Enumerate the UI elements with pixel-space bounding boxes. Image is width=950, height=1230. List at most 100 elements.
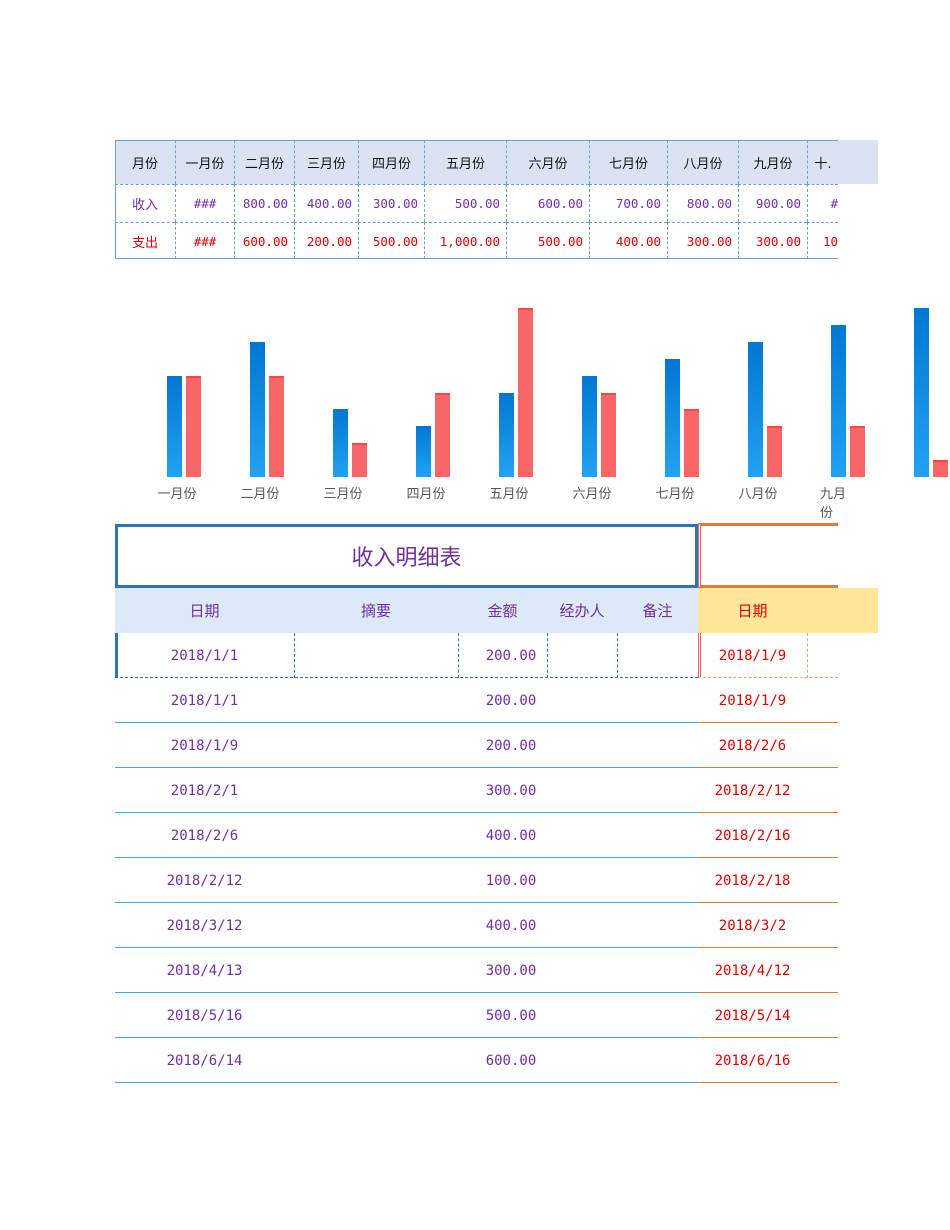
cell-divider: [807, 633, 808, 678]
expense-cell[interactable]: 1,000.00: [424, 222, 506, 259]
amount-cell[interactable]: 100.00: [485, 872, 537, 889]
expense-cell[interactable]: 10: [807, 222, 838, 259]
header-cell[interactable]: 十.: [807, 140, 838, 184]
income-bar: [665, 358, 680, 477]
row-divider: [115, 1037, 698, 1038]
income-bar: [831, 324, 846, 477]
row-divider: [698, 857, 838, 858]
income-cell[interactable]: #: [807, 184, 838, 222]
income-bar: [499, 392, 514, 477]
x-tick-label: 二月份: [240, 487, 280, 502]
header-cell[interactable]: 二月份: [234, 140, 294, 184]
x-tick-label: 四月份: [406, 487, 446, 502]
right-date-cell[interactable]: 2018/1/9: [718, 647, 787, 664]
date-cell[interactable]: 2018/5/16: [166, 1007, 243, 1024]
x-tick-label: 五月份: [489, 487, 529, 502]
date-cell[interactable]: 2018/2/1: [170, 782, 239, 799]
x-tick-label: 九月份: [820, 487, 847, 521]
expense-cell[interactable]: 300.00: [667, 222, 738, 259]
selected-row-border: [115, 633, 698, 678]
amount-cell[interactable]: 400.00: [485, 827, 537, 844]
right-date-cell[interactable]: 2018/4/12: [714, 962, 791, 979]
header-cell[interactable]: 一月份: [175, 140, 234, 184]
column-header[interactable]: 日期: [189, 602, 220, 620]
header-cell[interactable]: 六月份: [506, 140, 589, 184]
row-divider: [115, 722, 698, 723]
date-cell[interactable]: 2018/6/14: [166, 1052, 243, 1069]
right-date-cell[interactable]: 2018/2/12: [714, 782, 791, 799]
column-header[interactable]: 备注: [642, 602, 673, 620]
amount-cell[interactable]: 600.00: [485, 1052, 537, 1069]
income-bar: [250, 341, 265, 477]
column-header[interactable]: 金额: [487, 602, 518, 620]
expense-cell[interactable]: 500.00: [358, 222, 424, 259]
header-cell[interactable]: 月份: [131, 156, 158, 172]
income-cell[interactable]: 800.00: [234, 184, 294, 222]
expense-bar: [518, 308, 533, 477]
date-cell[interactable]: 2018/2/6: [170, 827, 239, 844]
right-date-cell[interactable]: 2018/2/16: [714, 827, 791, 844]
income-cell[interactable]: ###: [175, 184, 234, 222]
header-bg: [115, 588, 698, 633]
expense-cell[interactable]: 400.00: [589, 222, 667, 259]
income-cell[interactable]: 600.00: [506, 184, 589, 222]
title-box: [115, 524, 698, 588]
amount-cell[interactable]: 200.00: [485, 692, 537, 709]
x-tick-label: 六月份: [572, 487, 612, 502]
right-date-cell[interactable]: 2018/1/9: [718, 692, 787, 709]
right-date-cell[interactable]: 2018/5/14: [714, 1007, 791, 1024]
date-cell[interactable]: 2018/2/12: [166, 872, 243, 889]
amount-cell[interactable]: 500.00: [485, 1007, 537, 1024]
expense-cell[interactable]: 300.00: [738, 222, 807, 259]
date-cell[interactable]: 2018/1/1: [170, 692, 239, 709]
header-cell[interactable]: 四月份: [358, 140, 424, 184]
amount-cell[interactable]: 200.00: [485, 737, 537, 754]
expense-cell[interactable]: 200.00: [294, 222, 358, 259]
header-cell[interactable]: 三月份: [294, 140, 358, 184]
income-cell[interactable]: 收入: [115, 184, 175, 222]
income-cell[interactable]: 800.00: [667, 184, 738, 222]
x-tick-label: 三月份: [323, 487, 363, 502]
row-divider: [698, 722, 838, 723]
date-cell[interactable]: 2018/1/9: [170, 737, 239, 754]
income-cell[interactable]: 400.00: [294, 184, 358, 222]
cell-divider: [294, 633, 295, 678]
row-divider: [698, 767, 838, 768]
header-cell[interactable]: 九月份: [738, 140, 807, 184]
table-border: [115, 140, 838, 259]
amount-cell[interactable]: 300.00: [485, 782, 537, 799]
row-divider: [115, 1082, 698, 1083]
column-header[interactable]: 摘要: [360, 602, 391, 620]
date-cell[interactable]: 2018/4/13: [166, 962, 243, 979]
header-cell[interactable]: 八月份: [667, 140, 738, 184]
income-cell[interactable]: 300.00: [358, 184, 424, 222]
income-cell[interactable]: 900.00: [738, 184, 807, 222]
income-bar: [416, 426, 431, 477]
column-header[interactable]: 经办人: [559, 602, 605, 620]
amount-cell[interactable]: 200.00: [485, 647, 537, 664]
right-date-cell[interactable]: 2018/2/18: [714, 872, 791, 889]
right-date-cell[interactable]: 2018/2/6: [718, 737, 787, 754]
header-cell[interactable]: 五月份: [424, 140, 506, 184]
income-cell[interactable]: 700.00: [589, 184, 667, 222]
right-column-header[interactable]: 日期: [737, 602, 768, 620]
expense-cell[interactable]: 支出: [115, 222, 175, 259]
right-date-cell[interactable]: 2018/3/2: [718, 917, 787, 934]
income-bar: [914, 308, 929, 477]
date-cell[interactable]: 2018/3/12: [166, 917, 243, 934]
expense-cell[interactable]: 500.00: [506, 222, 589, 259]
right-title-box: [698, 523, 838, 588]
x-tick-label: 八月份: [738, 487, 778, 502]
income-bar: [582, 375, 597, 477]
expense-bar: [352, 443, 367, 477]
row-divider: [115, 812, 698, 813]
expense-cell[interactable]: ###: [175, 222, 234, 259]
income-cell[interactable]: 500.00: [424, 184, 506, 222]
date-cell[interactable]: 2018/1/1: [170, 647, 239, 664]
header-cell[interactable]: 七月份: [589, 140, 667, 184]
amount-cell[interactable]: 400.00: [485, 917, 537, 934]
amount-cell[interactable]: 300.00: [485, 962, 537, 979]
expense-cell[interactable]: 600.00: [234, 222, 294, 259]
row-divider: [115, 767, 698, 768]
right-date-cell[interactable]: 2018/6/16: [714, 1052, 791, 1069]
